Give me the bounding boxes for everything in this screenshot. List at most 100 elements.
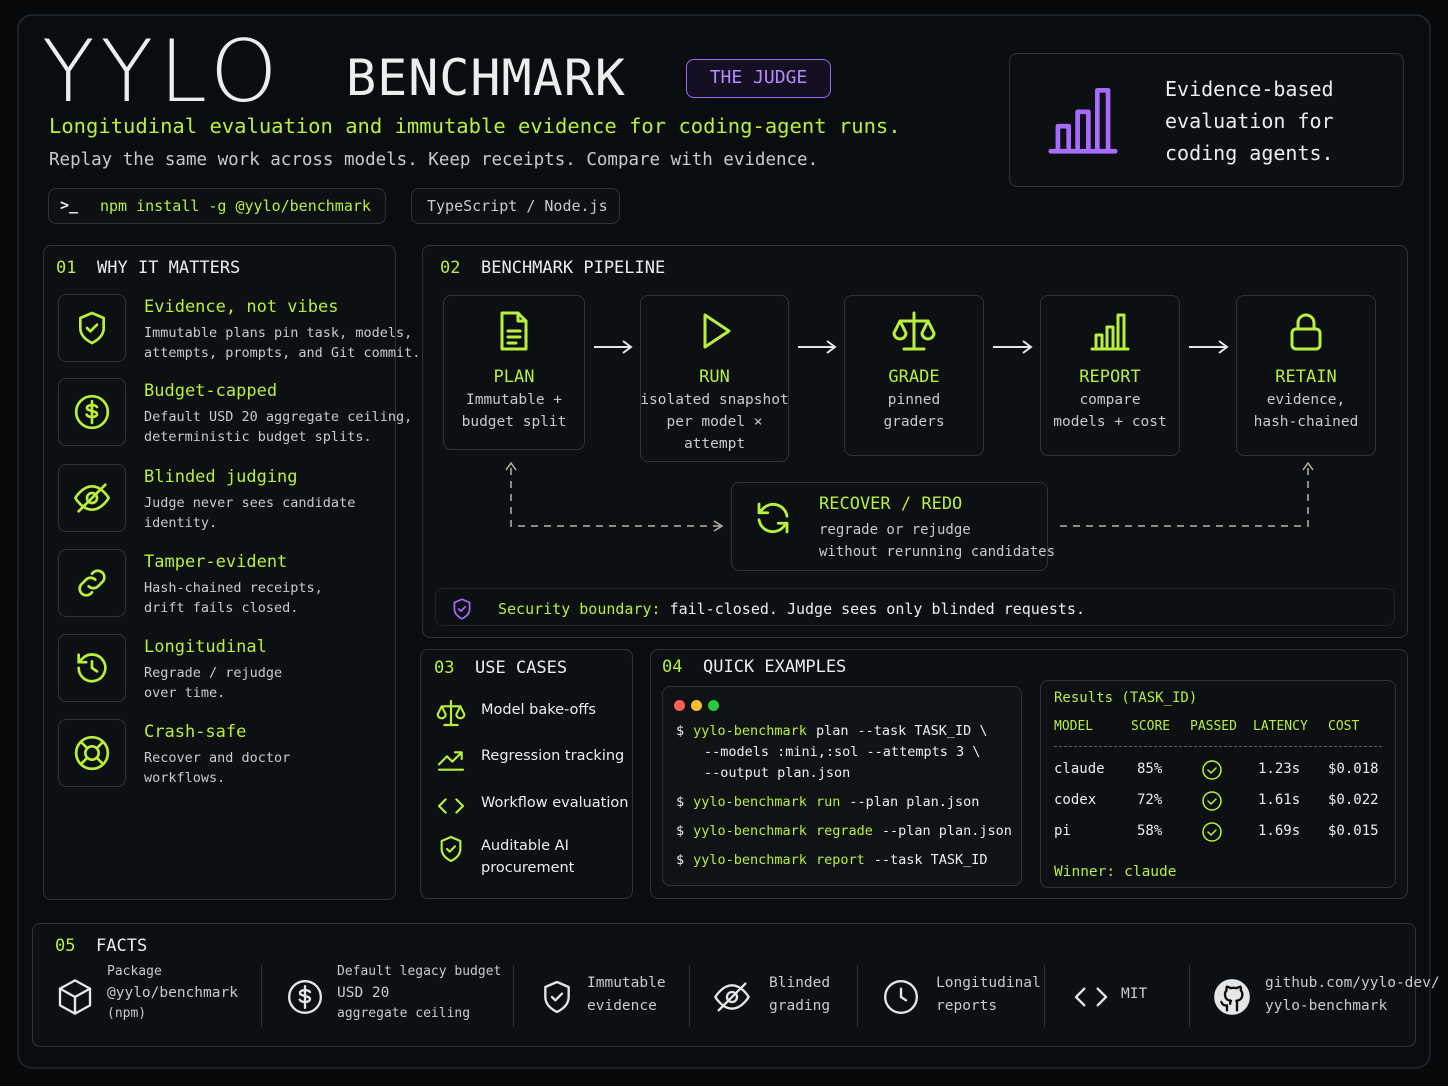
separator — [689, 965, 690, 1027]
callout-line: coding agents. — [1165, 141, 1334, 165]
icon — [691, 307, 739, 355]
section-number: 02 — [440, 258, 461, 278]
fact-text: Blinded — [769, 975, 831, 991]
icon-glyph — [77, 653, 107, 683]
use-case: Auditable AI — [481, 838, 569, 854]
fact-text: (npm) — [107, 1006, 147, 1021]
callout-line: Evidence-based — [1165, 77, 1334, 101]
use-case: Workflow evaluation — [481, 795, 629, 811]
title: YYLO — [42, 22, 284, 122]
icon — [1212, 977, 1252, 1017]
model: codex — [1054, 792, 1097, 808]
step-text: graders — [883, 414, 945, 430]
item-text: over time. — [144, 685, 226, 701]
recover-title: RECOVER / REDO — [819, 494, 963, 514]
icon — [72, 563, 112, 603]
command-sub: regrade — [815, 823, 873, 839]
command-sub: plan — [815, 723, 849, 739]
icon — [285, 977, 325, 1017]
command: $ yylo-benchmark regrade --plan plan.json — [676, 823, 1012, 839]
separator — [513, 965, 514, 1027]
icon — [435, 743, 467, 775]
icon — [55, 977, 95, 1017]
step-text: evidence, — [1266, 392, 1346, 408]
icon — [72, 733, 112, 773]
latency: 1.69s — [1258, 823, 1301, 839]
separator — [1189, 965, 1190, 1027]
icon — [752, 497, 794, 539]
fact-text: yylo-benchmark — [1265, 998, 1388, 1014]
icon-glyph — [437, 751, 465, 771]
install: npm install -g @yylo/benchmark — [100, 197, 371, 215]
fact-text: evidence — [587, 998, 657, 1014]
command-tool: yylo-benchmark — [693, 723, 807, 739]
latency: 1.23s — [1258, 761, 1301, 777]
icon — [1086, 307, 1134, 355]
step-title: REPORT — [1079, 367, 1141, 387]
facts-panel — [32, 923, 1416, 1047]
fact-text: MIT — [1121, 986, 1148, 1002]
terminal — [662, 686, 1022, 886]
stack-box — [411, 188, 620, 224]
prompt: $ — [676, 823, 685, 839]
command-sub: report — [815, 852, 865, 868]
icon — [890, 307, 938, 355]
fact-text: reports — [936, 998, 998, 1014]
item-title: Longitudinal — [144, 637, 267, 657]
fact-text: Longitudinal — [936, 975, 1041, 991]
fact-text: Immutable — [587, 975, 666, 991]
arrows — [594, 340, 1229, 354]
step-text: Immutable + — [465, 392, 563, 408]
icon-glyph — [1202, 822, 1222, 842]
icon-glyph — [544, 980, 570, 1014]
icon-glyph — [884, 980, 918, 1014]
step-box — [1040, 295, 1180, 456]
install-box — [48, 188, 386, 224]
separator — [261, 965, 262, 1027]
command-args: --plan plan.json — [881, 823, 1012, 839]
subtitle: Replay the same work across models. Keep… — [49, 150, 819, 170]
icon-glyph — [757, 502, 789, 534]
window-dot — [674, 700, 685, 711]
column-header: LATENCY — [1253, 719, 1308, 734]
icon-glyph — [1048, 88, 1118, 154]
icon — [1071, 977, 1111, 1017]
redo-links — [510, 468, 1309, 527]
icon-box — [58, 549, 126, 617]
score: 85% — [1137, 761, 1163, 777]
icon-box — [58, 464, 126, 532]
results-title: Results (TASK_ID) — [1054, 690, 1198, 706]
fact-text: github.com/yylo-dev/ — [1265, 975, 1440, 991]
cost: $0.022 — [1328, 792, 1379, 808]
stack: TypeScript / Node.js — [427, 197, 608, 215]
item-text: attempts, prompts, and Git commit. — [144, 345, 421, 361]
window-dot — [691, 700, 702, 711]
icon — [435, 697, 467, 729]
model: pi — [1054, 823, 1071, 839]
icon — [537, 977, 577, 1017]
icon-glyph — [78, 569, 106, 597]
icon — [435, 790, 467, 822]
icon — [1200, 820, 1224, 844]
item-text: workflows. — [144, 770, 226, 786]
winner-label: Winner: — [1054, 864, 1116, 880]
command-tool: yylo-benchmark — [693, 794, 807, 810]
window-dot — [708, 700, 719, 711]
winner: Winner: claude — [1054, 864, 1177, 880]
use-case: Model bake-offs — [481, 702, 596, 718]
item-text: deterministic budget splits. — [144, 429, 372, 445]
icon-glyph — [436, 699, 466, 727]
section-title: QUICK EXAMPLES — [703, 657, 847, 677]
security-text: fail-closed. Judge sees only blinded req… — [669, 600, 1085, 618]
icon — [435, 833, 467, 865]
icon-glyph — [1202, 791, 1222, 811]
icon-glyph — [1290, 313, 1322, 351]
install-prompt: >_ — [60, 196, 79, 214]
item-text: Regrade / rejudge — [144, 665, 283, 681]
command-cont: --models :mini,:sol --attempts 3 \ — [704, 744, 981, 760]
step-text: compare — [1079, 392, 1141, 408]
score: 58% — [1137, 823, 1163, 839]
command: $ yylo-benchmark report --task TASK_ID — [676, 852, 988, 868]
security-label: Security boundary: — [498, 600, 661, 618]
